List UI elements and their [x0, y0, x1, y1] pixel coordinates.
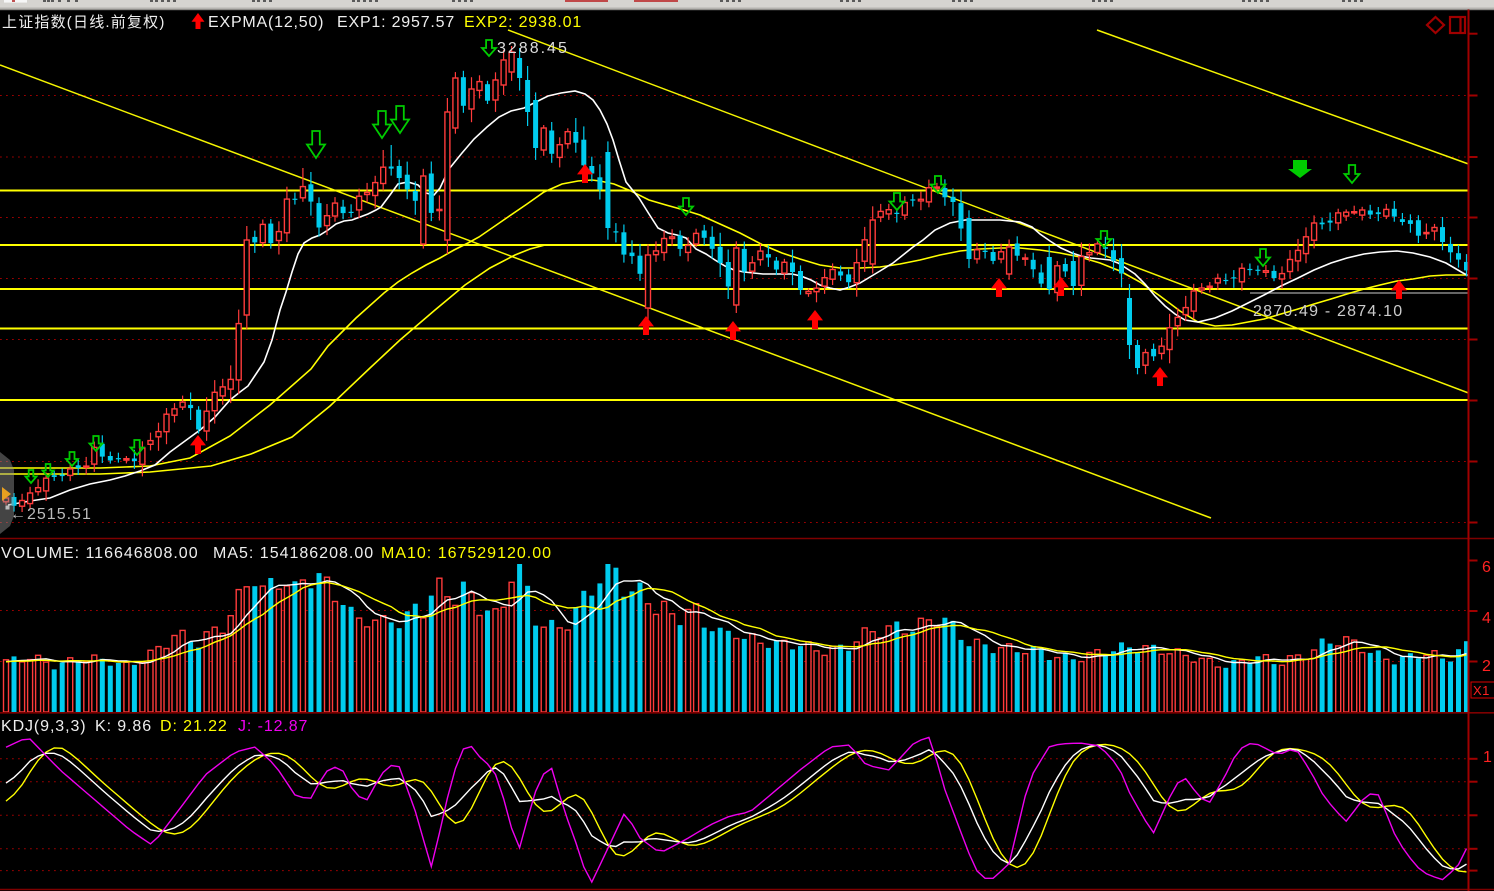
svg-text:EXP1: 2957.57: EXP1: 2957.57: [337, 14, 455, 31]
svg-text:上证指数(日线.前复权): 上证指数(日线.前复权): [2, 13, 166, 31]
svg-text:MA10: 167529120.00: MA10: 167529120.00: [381, 545, 552, 562]
svg-text:D: 21.22: D: 21.22: [160, 718, 228, 735]
svg-text:3288.45: 3288.45: [497, 40, 569, 57]
svg-text:4: 4: [1482, 610, 1491, 627]
svg-text:EXPMA(12,50): EXPMA(12,50): [208, 14, 324, 31]
svg-text:KDJ(9,3,3): KDJ(9,3,3): [1, 718, 86, 735]
svg-text:2: 2: [1482, 658, 1491, 675]
svg-text:2870.49 - 2874.10: 2870.49 - 2874.10: [1253, 303, 1403, 320]
svg-text:MA5: 154186208.00: MA5: 154186208.00: [213, 545, 374, 562]
svg-text:J: -12.87: J: -12.87: [238, 718, 308, 735]
svg-text:←2515.51: ←2515.51: [10, 506, 92, 523]
svg-text:6: 6: [1482, 559, 1491, 576]
svg-text:EXP2: 2938.01: EXP2: 2938.01: [464, 14, 582, 31]
svg-text:K: 9.86: K: 9.86: [95, 718, 152, 735]
svg-text:1: 1: [1483, 749, 1492, 766]
svg-text:X1: X1: [1473, 683, 1490, 698]
svg-text:VOLUME: 116646808.00: VOLUME: 116646808.00: [1, 545, 199, 562]
